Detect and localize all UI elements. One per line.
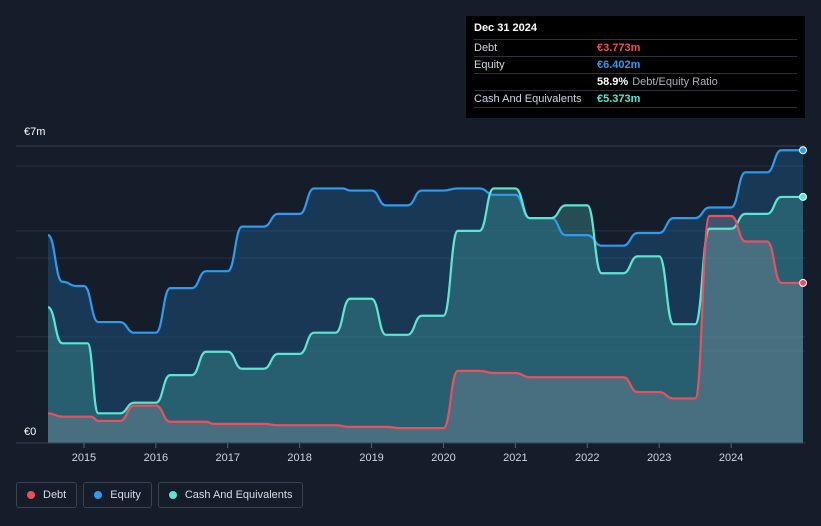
- line-equity: [46, 149, 803, 334]
- data-tooltip: Dec 31 2024 Debt €3.773m Equity €6.402m …: [466, 16, 805, 118]
- series-lines: [46, 146, 807, 430]
- legend-debt-dot-icon: [27, 491, 35, 499]
- x-tick-label: 2024: [719, 452, 743, 464]
- y-axis-bottom-label: €0: [24, 426, 36, 438]
- end-point-equity: [799, 146, 807, 155]
- area-equity: [48, 150, 803, 443]
- legend-equity-dot-icon: [94, 491, 103, 499]
- legend-item-cash[interactable]: Cash And Equivalents: [157, 482, 304, 508]
- tooltip-row-ratio: 58.9% Debt/Equity Ratio: [474, 73, 797, 90]
- chart-legend: Debt Equity Cash And Equivalents: [16, 482, 304, 508]
- legend-item-equity[interactable]: Equity: [83, 482, 152, 508]
- tooltip-row-equity: Equity €6.402m: [474, 56, 797, 73]
- legend-debt-label: Debt: [43, 489, 67, 501]
- x-tick-label: 2016: [144, 452, 168, 464]
- end-point-debt: [799, 278, 807, 287]
- x-tick-label: 2020: [431, 452, 455, 464]
- tooltip-debt-label: Debt: [474, 42, 498, 54]
- x-tick-label: 2022: [575, 452, 599, 464]
- tooltip-date: Dec 31 2024: [474, 22, 537, 34]
- x-tick-label: 2017: [216, 452, 240, 464]
- x-axis-ticks: 2015 2016 2017 2018 2019 2020 2021 2022 2023 2024: [16, 442, 805, 464]
- line-debt: [47, 214, 803, 430]
- line-cash-and-equivalents: [47, 187, 803, 415]
- x-tick-label: 2021: [503, 452, 527, 464]
- area-debt: [48, 216, 803, 443]
- end-point-cash-and-equivalents: [799, 192, 807, 201]
- legend-cash-label: Cash And Equivalents: [184, 489, 293, 501]
- legend-cash-dot-icon: [168, 491, 177, 499]
- x-tick-label: 2018: [287, 452, 311, 464]
- legend-item-debt[interactable]: Debt: [16, 482, 78, 508]
- tooltip-row-debt: Debt €3.773m: [474, 39, 797, 56]
- tooltip-equity-label: Equity: [474, 59, 505, 71]
- x-tick-label: 2015: [72, 452, 96, 464]
- tooltip-debt-value: €3.773m: [597, 42, 641, 54]
- tooltip-row-cash: Cash And Equivalents €5.373m: [474, 90, 797, 108]
- tooltip-cash-label: Cash And Equivalents: [474, 93, 582, 105]
- x-tick-label: 2023: [647, 452, 671, 464]
- x-tick-label: 2019: [359, 452, 383, 464]
- tooltip-cash-value: €5.373m: [597, 93, 641, 105]
- tooltip-equity-value: €6.402m: [597, 59, 641, 71]
- tooltip-ratio-suffix: Debt/Equity Ratio: [632, 76, 718, 88]
- y-axis-top-label: €7m: [24, 126, 45, 138]
- legend-equity-label: Equity: [110, 489, 141, 501]
- tooltip-ratio-value: 58.9%: [597, 76, 629, 88]
